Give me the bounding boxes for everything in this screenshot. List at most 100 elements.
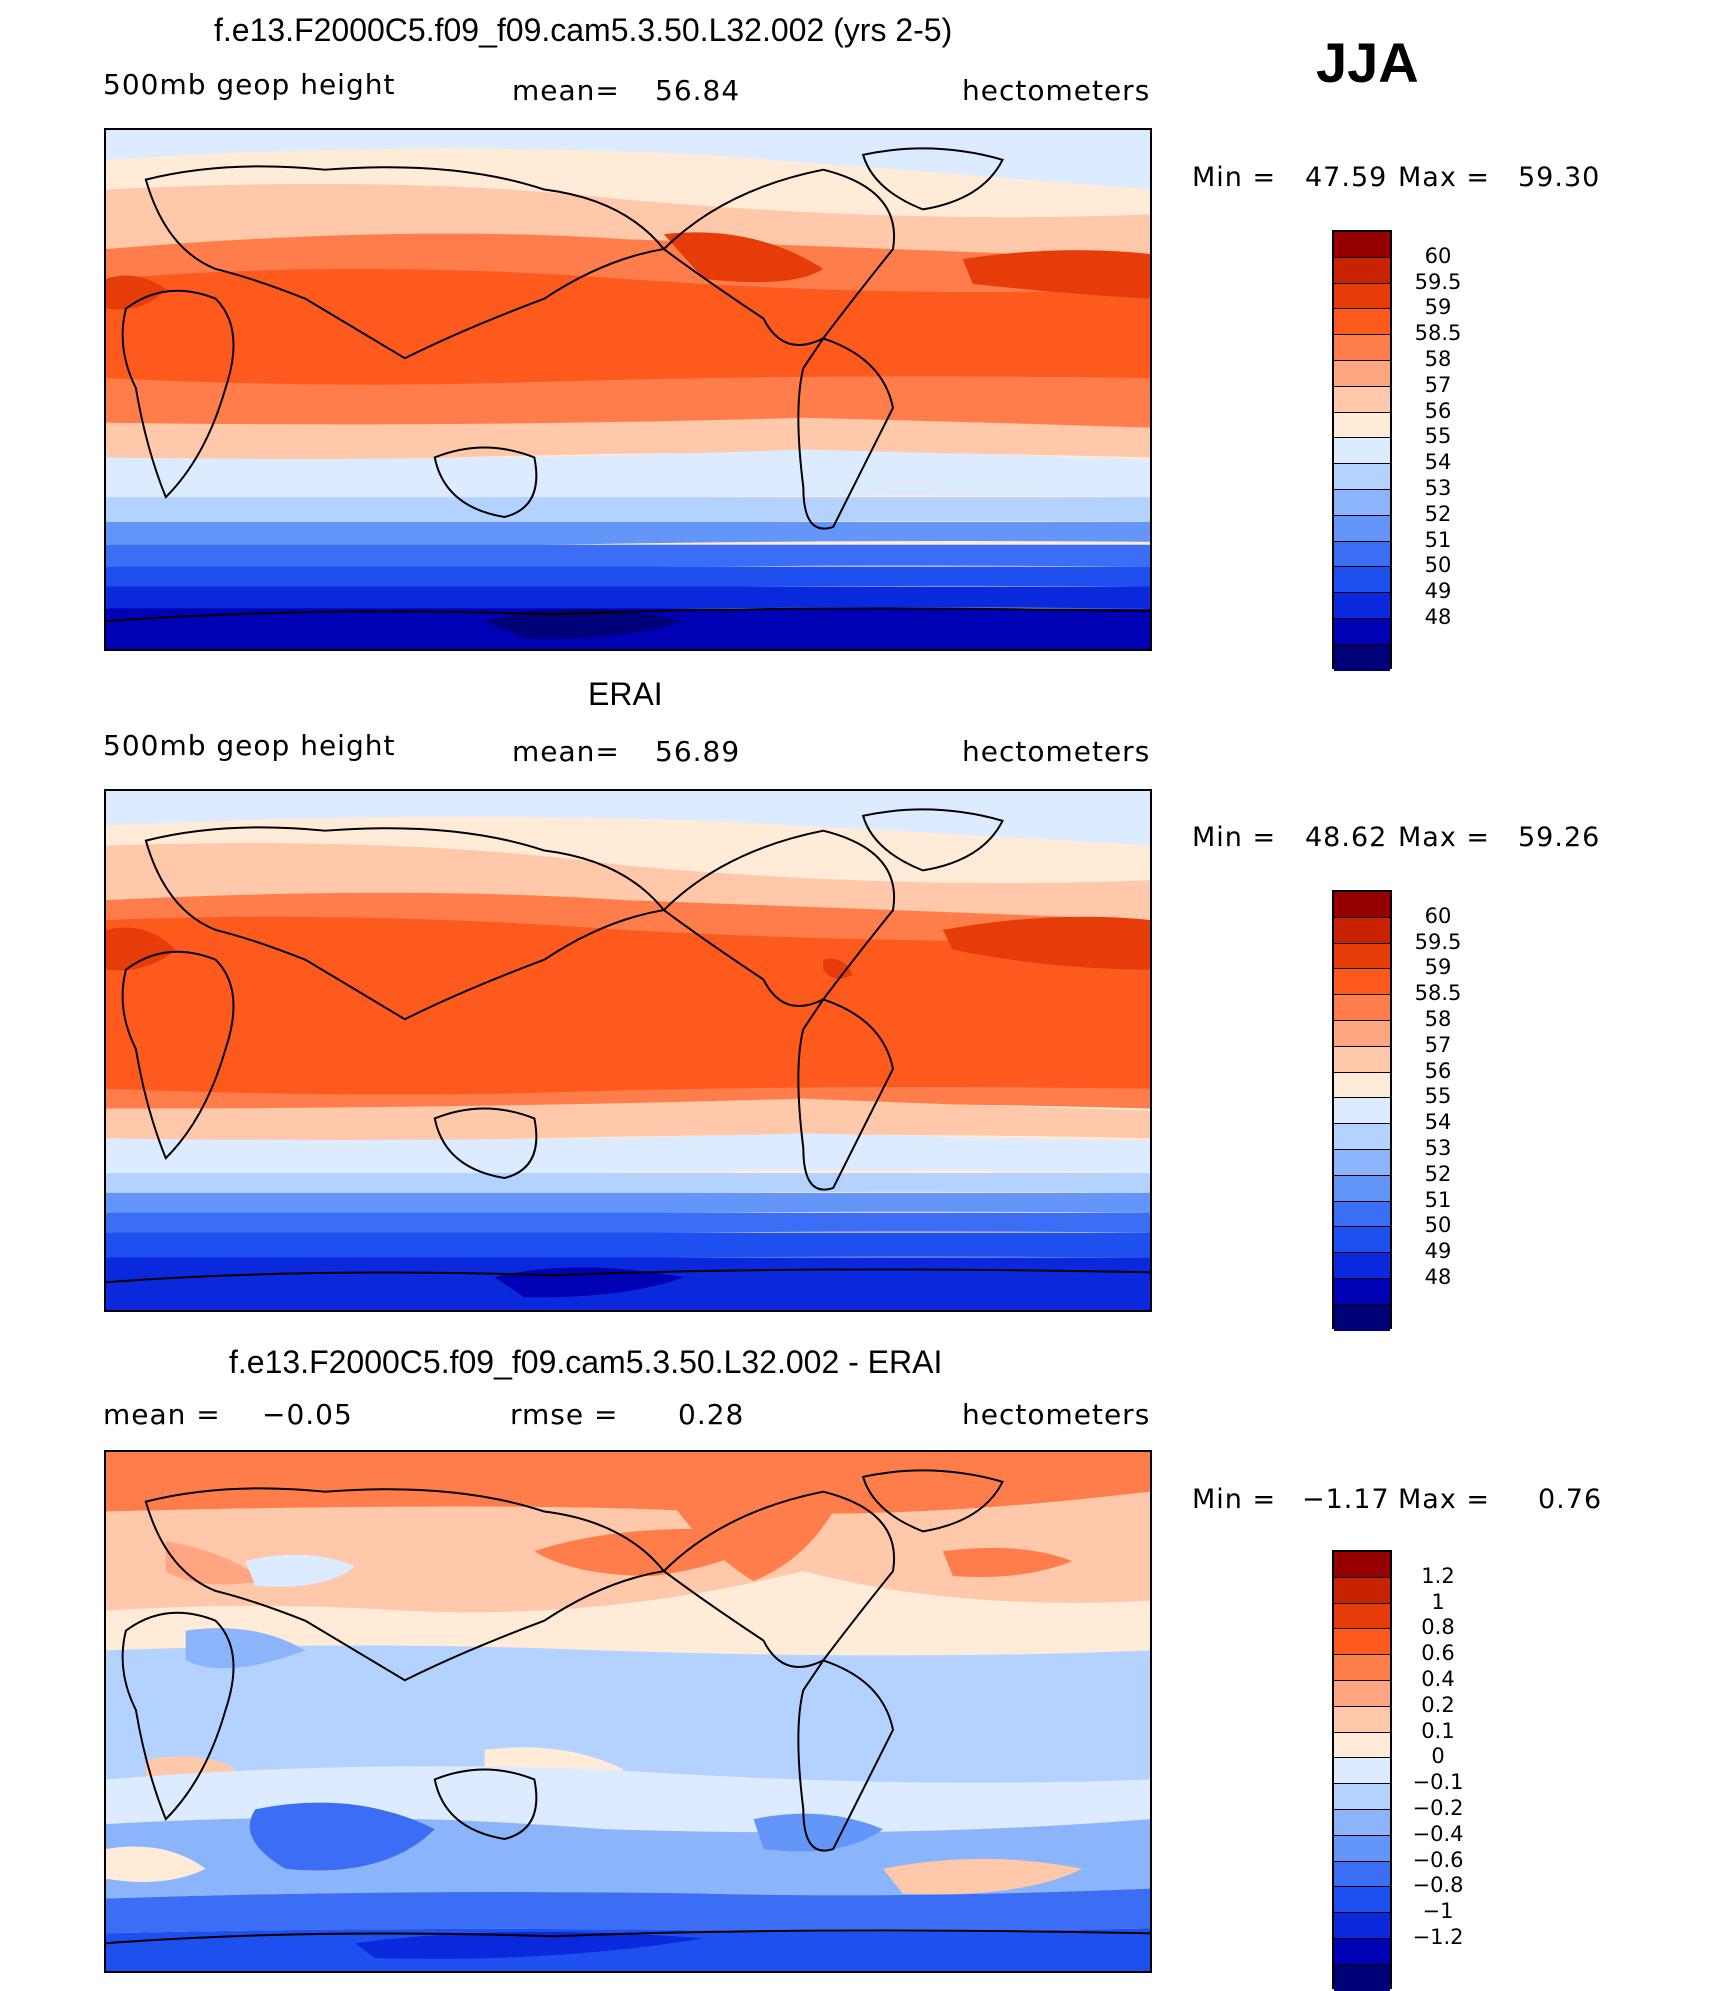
colorbar-level-label: 1.2 xyxy=(1421,1563,1455,1588)
panel-2-left-label: 500mb geop height xyxy=(103,729,396,762)
colorbar-box xyxy=(1334,1072,1390,1099)
colorbar-box xyxy=(1334,1784,1390,1810)
colorbar-level-label: 0 xyxy=(1431,1744,1445,1769)
colorbar-level-label: 52 xyxy=(1424,1161,1452,1186)
colorbar-box xyxy=(1334,943,1390,970)
panel-1-min-label: Min = xyxy=(1192,162,1277,193)
colorbar-box xyxy=(1334,892,1390,918)
colorbar-box xyxy=(1334,515,1390,542)
colorbar-level-label: 50 xyxy=(1424,553,1452,578)
colorbar-box xyxy=(1334,412,1390,439)
panel-1-field xyxy=(106,130,1150,649)
colorbar-box xyxy=(1334,232,1390,258)
colorbar-level-label: −1.2 xyxy=(1412,1925,1464,1949)
panel-2-units: hectometers xyxy=(962,735,1151,768)
colorbar-level-label: 0.2 xyxy=(1421,1692,1455,1717)
colorbar-level-label: −0.8 xyxy=(1412,1873,1464,1898)
panel-3-mean-value: −0.05 xyxy=(262,1398,353,1431)
colorbar-level-label: 56 xyxy=(1424,398,1452,423)
colorbar-box xyxy=(1334,1046,1390,1073)
panel-2-min-value: 48.62 xyxy=(1305,822,1388,853)
panel-3-bands xyxy=(106,1452,1150,1971)
panel-2-colorbar xyxy=(1332,890,1392,1331)
colorbar-box xyxy=(1334,1809,1390,1836)
colorbar-level-label: 59 xyxy=(1424,955,1452,980)
colorbar-box xyxy=(1334,386,1390,413)
colorbar-level-label: 0.1 xyxy=(1421,1718,1455,1743)
colorbar-box xyxy=(1334,1732,1390,1759)
colorbar-box xyxy=(1334,1887,1390,1914)
colorbar-level-label: 49 xyxy=(1424,1239,1452,1264)
colorbar-box xyxy=(1334,618,1390,645)
colorbar-level-label: 49 xyxy=(1424,579,1452,604)
colorbar-box xyxy=(1334,644,1390,671)
panel-2-max-label: Max = xyxy=(1398,822,1491,853)
panel-1-max-value: 59.30 xyxy=(1518,162,1601,193)
colorbar-level-label: −0.1 xyxy=(1412,1770,1464,1795)
colorbar-box xyxy=(1334,1835,1390,1862)
panel-3-coastlines xyxy=(106,1469,1150,1945)
colorbar-level-label: −0.6 xyxy=(1412,1847,1464,1872)
colorbar-level-label: −0.2 xyxy=(1412,1796,1464,1820)
colorbar-level-label: 54 xyxy=(1424,1110,1452,1135)
panel-1-title: f.e13.F2000C5.f09_f09.cam5.3.50.L32.002 … xyxy=(214,12,953,48)
colorbar-box xyxy=(1334,1655,1390,1681)
panel-1-mean-label: mean= xyxy=(512,74,620,107)
panel-2-mean-label: mean= xyxy=(512,735,620,768)
colorbar-box xyxy=(1334,283,1390,310)
panel-1-mean-value: 56.84 xyxy=(655,74,741,107)
panel-1-max-label: Max = xyxy=(1398,162,1491,193)
colorbar-level-label: 54 xyxy=(1424,450,1452,475)
colorbar-level-label: 48 xyxy=(1424,1265,1452,1289)
panel-2-field xyxy=(106,791,1150,1310)
colorbar-level-label: 58.5 xyxy=(1414,981,1462,1006)
season-label: JJA xyxy=(1316,31,1419,94)
panel-3-rmse-label: rmse = xyxy=(510,1398,619,1431)
colorbar-level-label: 1 xyxy=(1431,1589,1445,1614)
colorbar-box xyxy=(1334,1577,1390,1604)
colorbar-box xyxy=(1334,360,1390,387)
panel-1-colorbar xyxy=(1332,230,1392,671)
panel-2-min-label: Min = xyxy=(1192,822,1277,853)
colorbar-box xyxy=(1334,1124,1390,1150)
colorbar-level-label: 48 xyxy=(1424,605,1452,629)
panel-2-map xyxy=(104,789,1152,1312)
panel-3-units: hectometers xyxy=(962,1398,1151,1431)
colorbar-level-label: 0.6 xyxy=(1421,1641,1455,1666)
colorbar-level-label: 52 xyxy=(1424,501,1452,526)
panel-3-mean-label: mean = xyxy=(103,1398,221,1431)
colorbar-level-label: 0.4 xyxy=(1421,1667,1455,1691)
colorbar-box xyxy=(1334,995,1390,1021)
colorbar-box xyxy=(1334,1227,1390,1254)
panel-2-title: ERAI xyxy=(588,676,663,712)
colorbar-box xyxy=(1334,257,1390,284)
colorbar-level-label: 51 xyxy=(1424,1187,1452,1212)
colorbar-level-label: −1 xyxy=(1422,1899,1454,1924)
colorbar-box xyxy=(1334,1253,1390,1279)
colorbar-level-label: 60 xyxy=(1424,903,1452,928)
panel-3-colorbar xyxy=(1332,1550,1392,1991)
panel-2-coastlines xyxy=(106,808,1150,1284)
colorbar-level-label: 57 xyxy=(1424,1032,1452,1057)
panel-3-rmse-value: 0.28 xyxy=(678,1398,745,1431)
colorbar-level-label: 59 xyxy=(1424,295,1452,320)
colorbar-box xyxy=(1334,464,1390,490)
colorbar-box xyxy=(1334,335,1390,361)
panel-1-bands xyxy=(106,130,1150,649)
panel-3-min-label: Min = xyxy=(1192,1484,1277,1515)
colorbar-level-label: 56 xyxy=(1424,1058,1452,1083)
colorbar-box xyxy=(1334,1175,1390,1202)
colorbar-level-label: 50 xyxy=(1424,1213,1452,1238)
colorbar-box xyxy=(1334,1964,1390,1991)
colorbar-level-label: 60 xyxy=(1424,243,1452,268)
colorbar-level-label: 59.5 xyxy=(1414,929,1462,954)
colorbar-box xyxy=(1334,1149,1390,1176)
colorbar-box xyxy=(1334,1201,1390,1228)
colorbar-box xyxy=(1334,1098,1390,1125)
panel-1-left-label: 500mb geop height xyxy=(103,68,396,101)
colorbar-box xyxy=(1334,917,1390,944)
colorbar-box xyxy=(1334,438,1390,465)
panel-1-map xyxy=(104,128,1152,651)
colorbar-box xyxy=(1334,1913,1390,1939)
panel-2-bands xyxy=(106,791,1150,1310)
